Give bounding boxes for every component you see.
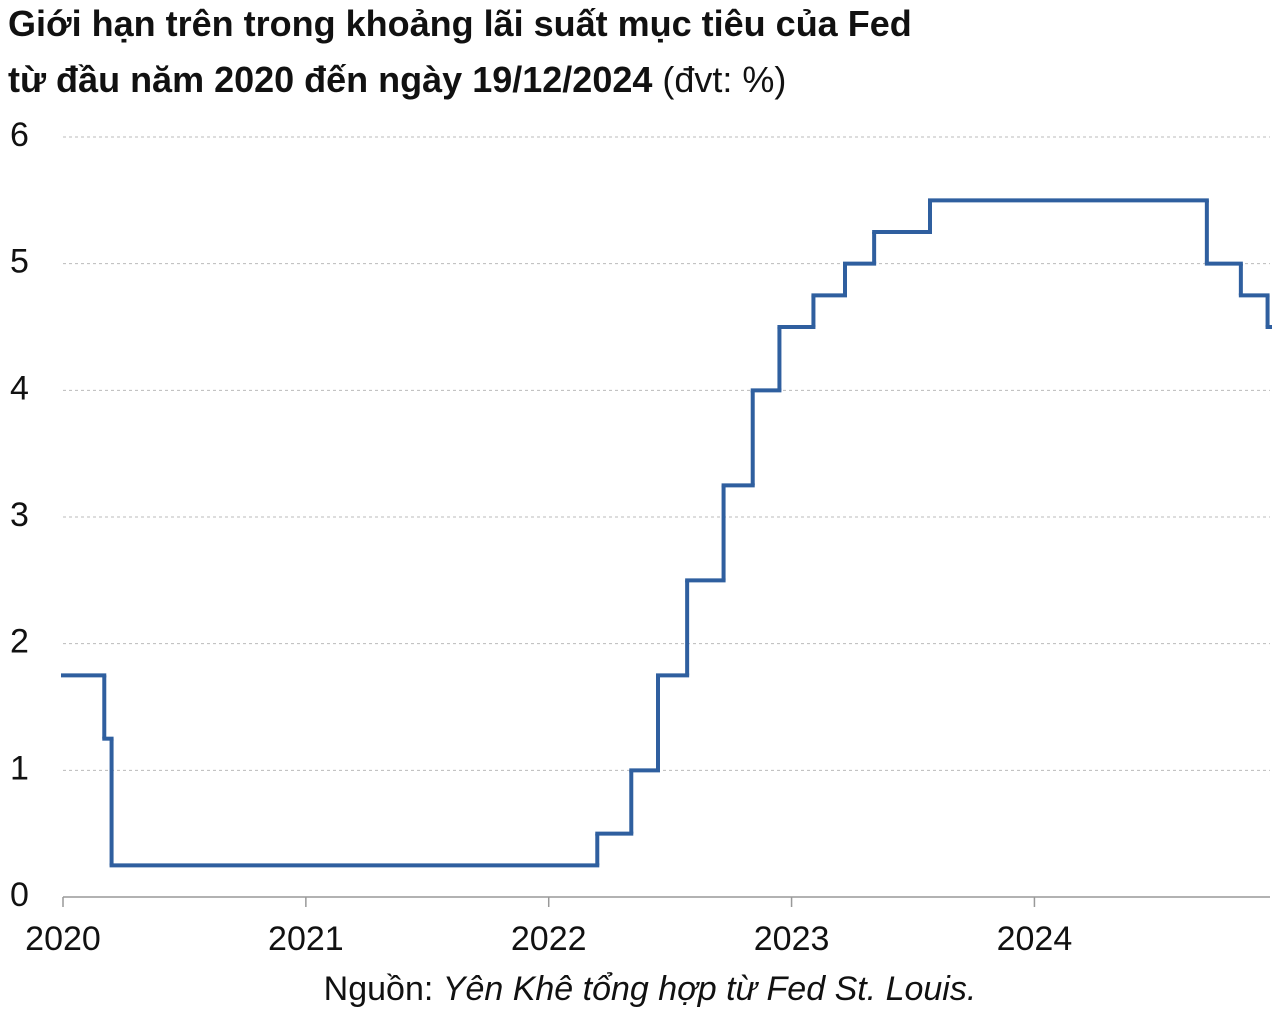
x-tick-label: 2023 [754, 920, 830, 958]
subtitle: từ đầu năm 2020 đến ngày 19/12/2024 [8, 59, 652, 100]
source: Nguồn: Yên Khê tổng hợp từ Fed St. Louis… [324, 970, 977, 1008]
unit: (đvt: %) [662, 59, 786, 100]
chart-subtitle: từ đầu năm 2020 đến ngày 19/12/2024 (đvt… [8, 59, 786, 100]
y-tick-label: 4 [10, 369, 29, 407]
y-tick-label: 5 [10, 243, 29, 281]
y-tick-label: 6 [10, 116, 29, 154]
x-tick-label: 2024 [997, 920, 1073, 958]
y-tick-label: 0 [10, 876, 29, 914]
chart-title: Giới hạn trên trong khoảng lãi suất mục … [8, 3, 912, 44]
y-tick-label: 3 [10, 496, 29, 534]
source-text: Yên Khê tổng hợp từ Fed St. Louis. [443, 970, 977, 1008]
x-tick-label: 2021 [268, 920, 344, 958]
x-tick-label: 2022 [511, 920, 587, 958]
y-tick-label: 1 [10, 749, 29, 787]
y-tick-label: 2 [10, 623, 29, 661]
x-tick-label: 2020 [25, 920, 101, 958]
source-label: Nguồn: [324, 970, 434, 1008]
